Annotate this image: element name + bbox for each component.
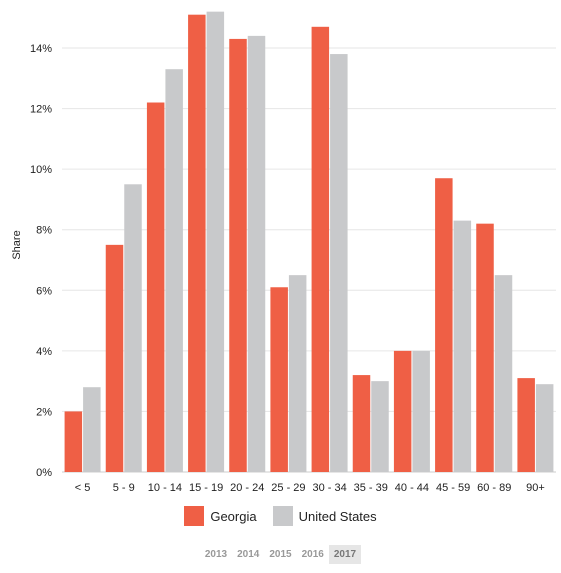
bar-united-states[interactable] <box>165 69 183 472</box>
y-tick-label: 8% <box>36 225 52 237</box>
bar-united-states[interactable] <box>83 387 101 472</box>
x-tick-label: 25 - 29 <box>271 482 305 494</box>
bar-united-states[interactable] <box>494 275 513 472</box>
bar-georgia[interactable] <box>352 375 371 472</box>
bar-united-states[interactable] <box>247 35 266 473</box>
y-tick-label: 0% <box>36 467 52 479</box>
legend: Georgia United States <box>0 506 561 526</box>
y-tick-label: 14% <box>30 43 52 55</box>
bar-georgia[interactable] <box>64 411 83 472</box>
legend-swatch-united-states <box>272 506 293 526</box>
bar-georgia[interactable] <box>393 350 412 472</box>
bar-united-states[interactable] <box>124 184 142 473</box>
year-tab-2014[interactable]: 2014 <box>237 549 260 560</box>
bar-georgia[interactable] <box>270 287 288 472</box>
bar-united-states[interactable] <box>206 11 225 473</box>
bar-united-states[interactable] <box>453 220 472 472</box>
x-axis-ticks: < 5 5 - 9 10 - 14 15 - 19 20 - 24 25 - 29 30 -… <box>75 482 545 494</box>
y-tick-label: 10% <box>30 164 52 176</box>
legend-swatch-georgia <box>184 506 205 526</box>
year-tab-2017[interactable]: 2017 <box>328 545 362 564</box>
bar-united-states[interactable] <box>288 275 307 472</box>
y-tick-label: 2% <box>36 406 52 418</box>
bar-georgia[interactable] <box>229 38 247 473</box>
x-tick-label: 20 - 24 <box>230 482 264 494</box>
y-axis-title: Share <box>11 230 23 259</box>
bar-united-states[interactable] <box>371 381 389 472</box>
bar-united-states[interactable] <box>535 384 554 472</box>
gridlines <box>62 47 556 473</box>
bar-georgia[interactable] <box>311 26 330 473</box>
x-tick-label: 45 - 59 <box>436 482 470 494</box>
x-tick-label: 10 - 14 <box>148 482 182 494</box>
x-tick-label: 30 - 34 <box>312 482 346 494</box>
legend-label-united-states: United States <box>298 508 377 524</box>
bar-georgia[interactable] <box>476 223 494 472</box>
chart: 0% 2% 4% 6% 8% 10% 12% 14% < 5 5 - 9 10 - 14 15 - … <box>11 11 556 494</box>
y-tick-label: 6% <box>36 285 52 297</box>
x-tick-label: 15 - 19 <box>189 482 223 494</box>
bar-georgia[interactable] <box>188 14 206 473</box>
y-tick-label: 12% <box>30 104 52 116</box>
bar-georgia[interactable] <box>105 244 124 472</box>
legend-item-georgia[interactable]: Georgia <box>184 506 257 526</box>
x-tick-label: < 5 <box>75 482 91 494</box>
legend-label-georgia: Georgia <box>210 508 257 524</box>
y-axis-ticks: 0% 2% 4% 6% 8% 10% 12% 14% <box>30 43 52 479</box>
x-tick-label: 5 - 9 <box>113 482 135 494</box>
year-tab-2016[interactable]: 2016 <box>301 549 324 560</box>
x-tick-label: 40 - 44 <box>395 482 429 494</box>
y-tick-label: 4% <box>36 346 52 358</box>
bar-united-states[interactable] <box>330 54 348 473</box>
x-tick-label: 90+ <box>526 482 545 494</box>
legend-item-united-states[interactable]: United States <box>272 506 377 526</box>
bar-georgia[interactable] <box>435 178 453 472</box>
year-tab-2013[interactable]: 2013 <box>204 549 228 560</box>
bars <box>64 11 554 473</box>
bar-georgia[interactable] <box>146 102 165 472</box>
bar-united-states[interactable] <box>412 350 430 472</box>
bar-georgia[interactable] <box>517 378 535 472</box>
year-selector: 2013 2014 2015 2016 2017 <box>0 545 561 564</box>
x-tick-label: 35 - 39 <box>354 482 388 494</box>
x-tick-label: 60 - 89 <box>477 482 511 494</box>
year-tab-2015[interactable]: 2015 <box>269 549 292 560</box>
